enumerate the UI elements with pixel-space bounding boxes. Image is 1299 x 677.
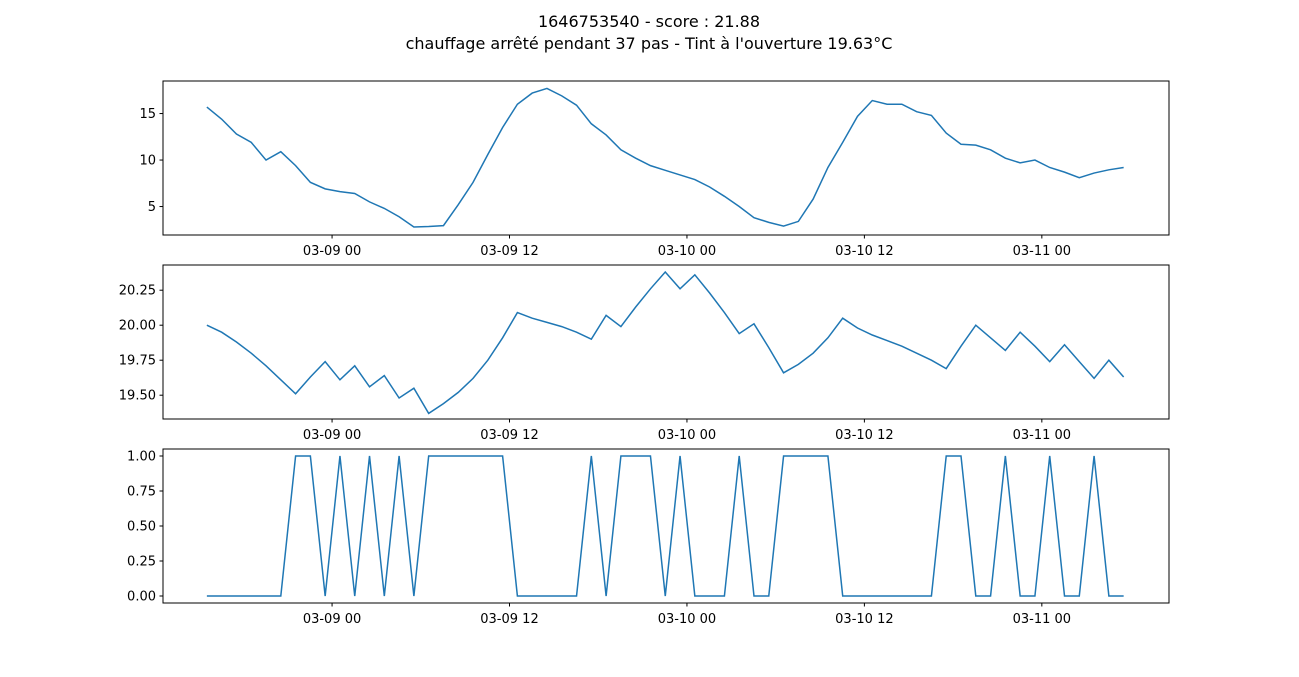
x-tick-label: 03-09 12 — [480, 612, 538, 627]
x-tick-label: 03-09 00 — [303, 612, 361, 627]
y-tick-label: 0.50 — [127, 520, 156, 535]
x-tick-label: 03-09 12 — [480, 428, 538, 443]
y-tick-label: 15 — [139, 107, 156, 122]
y-tick-label: 1.00 — [127, 450, 156, 465]
y-tick-label: 0.75 — [127, 485, 156, 500]
x-tick-label: 03-10 00 — [658, 428, 716, 443]
x-tick-label: 03-10 00 — [658, 244, 716, 259]
axes-frame — [162, 80, 1170, 236]
x-tick-label: 03-10 12 — [835, 612, 893, 627]
x-tick-label: 03-09 00 — [303, 244, 361, 259]
figure-subtitle: chauffage arrêté pendant 37 pas - Tint à… — [406, 34, 893, 53]
x-tick-label: 03-11 00 — [1013, 612, 1071, 627]
y-tick-label: 0.25 — [127, 555, 156, 570]
x-tick-label: 03-10 12 — [835, 428, 893, 443]
y-tick-label: 20.25 — [119, 284, 156, 299]
line-series — [206, 270, 1125, 415]
y-tick-label: 10 — [139, 154, 156, 169]
x-tick-label: 03-09 12 — [480, 244, 538, 259]
y-tick-label: 20.00 — [119, 319, 156, 334]
axes-frame — [162, 264, 1170, 420]
x-tick-label: 03-11 00 — [1013, 244, 1071, 259]
y-tick-label: 19.50 — [119, 389, 156, 404]
figure-title: 1646753540 - score : 21.88 — [538, 12, 760, 31]
line-series — [206, 87, 1124, 228]
line-series — [206, 455, 1124, 597]
y-tick-label: 19.75 — [119, 354, 156, 369]
y-tick-label: 0.00 — [127, 590, 156, 605]
x-tick-label: 03-10 12 — [835, 244, 893, 259]
x-tick-label: 03-09 00 — [303, 428, 361, 443]
axes-frame — [162, 448, 1170, 604]
y-tick-label: 5 — [148, 200, 156, 215]
x-tick-label: 03-11 00 — [1013, 428, 1071, 443]
x-tick-label: 03-10 00 — [658, 612, 716, 627]
